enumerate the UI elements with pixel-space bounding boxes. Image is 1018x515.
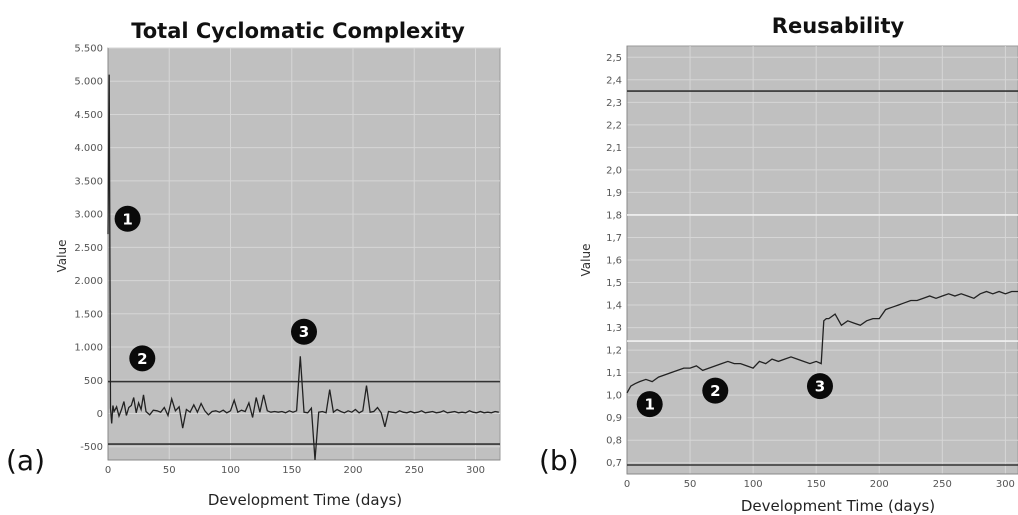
chart-reusability: 0 50 100 150 200 250 300 0,7 0,8 0,9 1,0 1,1 1,2 1,3 1… [579, 14, 1018, 515]
y-tick-label: 1,5 [606, 278, 622, 289]
x-tick-label: 250 [933, 479, 952, 490]
y-tick-label: 3.500 [74, 176, 103, 187]
y-tick-label: 3.000 [74, 210, 103, 221]
panel-letter-b: (b) [539, 444, 579, 477]
chart-title: Total Cyclomatic Complexity [131, 19, 465, 43]
y-tick-label: 2,0 [606, 165, 622, 176]
marker-circle [636, 391, 663, 418]
y-axis-label: Value [55, 240, 69, 273]
y-tick-label: 0,9 [606, 413, 622, 424]
y-tick-label: 1,8 [606, 210, 622, 221]
y-tick-label: 2.000 [74, 276, 103, 287]
y-tick-label: 4.500 [74, 110, 103, 121]
y-tick-label: 5.500 [74, 44, 103, 55]
marker-circle [806, 373, 833, 400]
x-tick-label: 50 [163, 465, 176, 476]
marker-label: 2 [710, 382, 720, 400]
y-tick-label: 0 [97, 409, 103, 420]
x-tick-label: 100 [221, 465, 240, 476]
marker-label: 1 [122, 210, 132, 228]
y-tick-label: 0,8 [606, 436, 622, 447]
y-tick-label: 1,4 [606, 301, 622, 312]
y-tick-label: 1.500 [74, 309, 103, 320]
x-tick-label: 300 [466, 465, 485, 476]
x-tick-label: 0 [105, 465, 111, 476]
x-tick-label: 150 [282, 465, 301, 476]
x-axis-label: Development Time (days) [741, 497, 935, 515]
y-tick-label: 1,9 [606, 188, 622, 199]
x-tick-label: 200 [343, 465, 362, 476]
x-tick-label: 200 [870, 479, 889, 490]
y-tick-label: 2,4 [606, 75, 622, 86]
y-tick-label: 0,7 [606, 458, 622, 469]
y-tick-label: 500 [84, 376, 103, 387]
chart-title: Reusability [772, 14, 905, 38]
y-tick-label: 1,1 [606, 368, 622, 379]
x-tick-label: 300 [996, 479, 1015, 490]
y-tick-label: 2,5 [606, 53, 622, 64]
series-line [626, 290, 1018, 394]
y-tick-label: 4.000 [74, 143, 103, 154]
y-tick-label: 1,0 [606, 391, 622, 402]
plot-area: 0 50 100 150 200 250 300 -500 0 500 1.000 1.500 2.00… [74, 44, 501, 476]
marker-label: 1 [644, 396, 654, 414]
series-line [107, 74, 499, 461]
y-tick-label: 1,7 [606, 233, 622, 244]
marker-circle [114, 205, 141, 232]
y-axis-label: Value [579, 244, 593, 277]
y-tick-label: 1,3 [606, 323, 622, 334]
marker-circle [702, 377, 729, 404]
x-tick-label: 0 [624, 479, 630, 490]
x-tick-label: 250 [405, 465, 424, 476]
x-tick-label: 50 [684, 479, 697, 490]
marker-label: 3 [299, 323, 309, 341]
plot-background [107, 47, 501, 461]
plot-area: 0 50 100 150 200 250 300 0,7 0,8 0,9 1,0 1,1 1,2 1,3 1… [606, 45, 1018, 490]
panel-letter-a: (a) [6, 444, 45, 477]
y-tick-label: 2,2 [606, 120, 622, 131]
y-tick-label: -500 [80, 442, 103, 453]
y-tick-label: 2,3 [606, 98, 622, 109]
y-tick-label: 2.500 [74, 243, 103, 254]
marker-circle [291, 318, 317, 345]
y-tick-label: 1,6 [606, 256, 622, 267]
x-tick-label: 150 [807, 479, 826, 490]
marker-label: 3 [815, 378, 825, 396]
chart-cyclomatic-complexity: 0 50 100 150 200 250 300 -500 0 500 1.000 1.500 2.00… [55, 19, 501, 509]
marker-circle [129, 345, 156, 372]
x-axis-label: Development Time (days) [208, 491, 402, 509]
marker-label: 2 [137, 350, 147, 368]
x-tick-label: 100 [744, 479, 763, 490]
y-tick-label: 5.000 [74, 77, 103, 88]
y-tick-label: 2,1 [606, 143, 622, 154]
y-tick-label: 1.000 [74, 343, 103, 354]
y-tick-label: 1,2 [606, 346, 622, 357]
